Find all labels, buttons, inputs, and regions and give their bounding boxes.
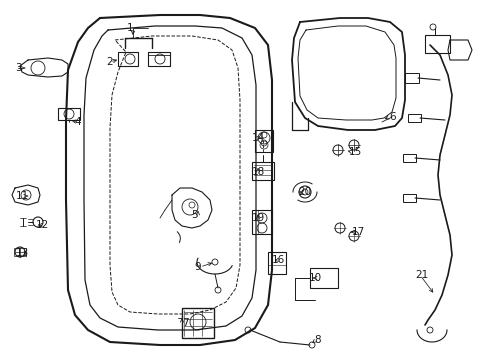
Text: 2: 2 — [106, 57, 113, 67]
Bar — [402, 194, 415, 202]
Text: 21: 21 — [414, 270, 428, 280]
Text: 14: 14 — [251, 133, 264, 143]
Text: 18: 18 — [251, 167, 264, 177]
Bar — [267, 252, 285, 274]
Text: 10: 10 — [308, 273, 321, 283]
Bar — [424, 35, 449, 53]
Bar — [251, 162, 273, 180]
Text: 8: 8 — [314, 335, 321, 345]
Bar — [251, 210, 271, 234]
Text: 12: 12 — [35, 220, 48, 230]
Text: 4: 4 — [75, 117, 81, 127]
Bar — [402, 154, 415, 162]
Text: 6: 6 — [389, 112, 395, 122]
Text: 15: 15 — [347, 147, 361, 157]
Text: 5: 5 — [191, 210, 198, 220]
Text: 20: 20 — [298, 187, 311, 197]
Text: 3: 3 — [15, 63, 21, 73]
Bar — [309, 268, 337, 288]
Bar — [182, 308, 214, 338]
Text: 9: 9 — [194, 262, 201, 272]
Bar — [407, 114, 420, 122]
Text: 17: 17 — [351, 227, 364, 237]
Bar — [148, 52, 170, 66]
Text: 1: 1 — [126, 23, 133, 33]
Text: 19: 19 — [251, 213, 264, 223]
Bar — [254, 130, 272, 152]
Text: 7: 7 — [182, 318, 188, 328]
Bar — [118, 52, 138, 66]
Bar — [404, 73, 418, 83]
Bar — [58, 108, 80, 120]
Text: 13: 13 — [15, 248, 29, 258]
Bar — [14, 248, 26, 256]
Text: 16: 16 — [271, 255, 284, 265]
Text: 11: 11 — [15, 191, 29, 201]
